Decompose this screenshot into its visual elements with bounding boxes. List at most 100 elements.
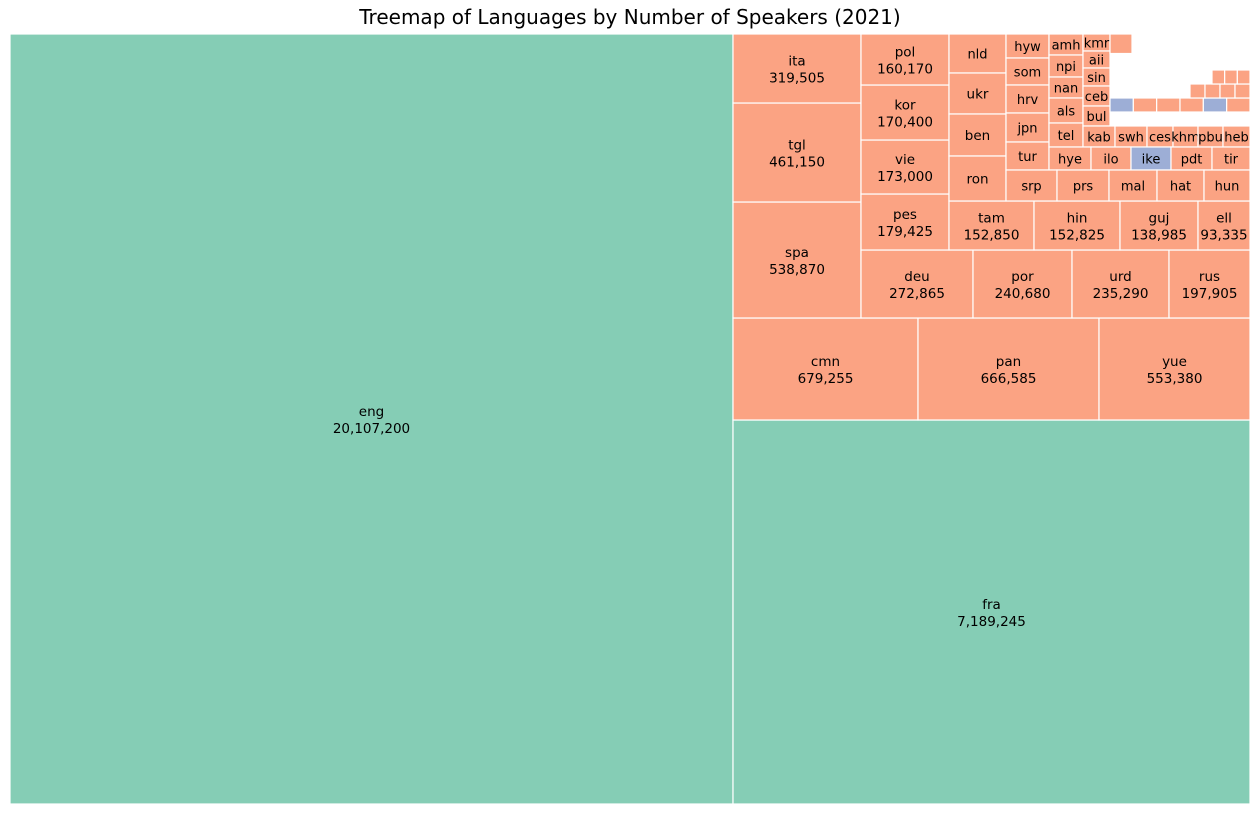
cell-label-rus: rus <box>1199 269 1220 285</box>
treemap-cell-pan <box>917 317 1100 421</box>
cell-value-eng: 20,107,200 <box>333 421 410 437</box>
treemap-cell-urd <box>1071 249 1170 319</box>
cell-value-yue: 553,380 <box>1147 371 1203 387</box>
cell-label-pdt: pdt <box>1181 153 1203 168</box>
cell-label-deu: deu <box>904 269 929 285</box>
treemap-cell-ita <box>732 33 862 104</box>
cell-value-ita: 319,505 <box>769 71 825 87</box>
treemap-cell-small <box>1109 33 1133 55</box>
cell-label-amh: amh <box>1052 39 1081 54</box>
cell-label-npi: npi <box>1056 60 1076 75</box>
cell-label-ron: ron <box>966 172 988 188</box>
cell-label-pes: pes <box>893 207 917 223</box>
cell-value-pol: 160,170 <box>877 62 933 78</box>
cell-label-tam: tam <box>978 211 1005 227</box>
treemap-cell-mal <box>1108 169 1158 202</box>
cell-label-urd: urd <box>1109 269 1131 285</box>
cell-label-eng: eng <box>359 404 384 420</box>
cell-label-ces: ces <box>1149 131 1171 146</box>
treemap-cell-small <box>1189 83 1206 99</box>
cell-label-pbu: pbu <box>1198 131 1223 146</box>
cell-value-ell: 93,335 <box>1200 228 1247 244</box>
treemap-cell-hin <box>1033 200 1121 251</box>
cell-label-khm: khm <box>1171 131 1199 146</box>
treemap-cell-hun <box>1203 169 1251 202</box>
cell-label-prs: prs <box>1073 180 1094 195</box>
cell-label-tur: tur <box>1018 150 1037 165</box>
cell-label-bul: bul <box>1086 110 1106 125</box>
treemap-cell-small <box>1132 97 1158 113</box>
cell-label-nan: nan <box>1054 82 1078 97</box>
cell-label-hrv: hrv <box>1017 93 1039 108</box>
cell-label-sin: sin <box>1087 71 1106 86</box>
treemap-cell-ron <box>948 155 1007 202</box>
treemap-cell-nld <box>948 33 1007 74</box>
cell-label-som: som <box>1014 66 1041 81</box>
cell-label-hyw: hyw <box>1014 40 1041 55</box>
cell-label-cmn: cmn <box>811 354 840 370</box>
cell-label-hun: hun <box>1215 180 1240 195</box>
treemap-cell-small <box>1236 69 1251 85</box>
cell-label-ceb: ceb <box>1085 90 1108 105</box>
cell-label-nld: nld <box>967 48 987 63</box>
treemap-cell-prs <box>1056 169 1110 202</box>
cell-label-aii: aii <box>1089 54 1104 69</box>
treemap-cell-som <box>1005 57 1050 86</box>
treemap-cell-small <box>1219 83 1236 99</box>
treemap-cell-guj <box>1119 200 1199 251</box>
cell-label-mal: mal <box>1121 180 1145 195</box>
cell-value-pan: 666,585 <box>981 371 1037 387</box>
cell-label-ita: ita <box>788 54 805 70</box>
cell-label-pol: pol <box>895 45 916 61</box>
cell-label-vie: vie <box>895 152 915 168</box>
cell-value-guj: 138,985 <box>1131 228 1187 244</box>
treemap-cell-small <box>1211 69 1226 85</box>
cell-label-pan: pan <box>996 354 1021 370</box>
cell-label-guj: guj <box>1149 211 1170 227</box>
cell-label-spa: spa <box>785 245 809 261</box>
treemap-cell-ukr <box>948 72 1007 115</box>
cell-value-deu: 272,865 <box>889 286 945 302</box>
treemap-cell-vie <box>860 139 950 195</box>
cell-value-spa: 538,870 <box>769 262 825 278</box>
treemap-cell-eng <box>9 33 734 805</box>
treemap-cell-small <box>1226 97 1251 113</box>
cell-label-swh: swh <box>1118 131 1144 146</box>
cell-label-fra: fra <box>982 597 1001 613</box>
treemap-cell-small <box>1109 97 1134 113</box>
cell-label-kor: kor <box>894 98 916 114</box>
cell-value-fra: 7,189,245 <box>957 614 1026 630</box>
treemap-cell-spa <box>732 201 862 319</box>
cell-label-hye: hye <box>1058 153 1082 168</box>
treemap-cell-kor <box>860 84 950 141</box>
cell-label-yue: yue <box>1162 354 1187 370</box>
treemap-cell-pol <box>860 33 950 86</box>
cell-label-por: por <box>1011 269 1034 285</box>
treemap-cell-deu <box>860 249 974 319</box>
treemap-cell-rus <box>1168 249 1251 319</box>
cell-label-kmr: kmr <box>1084 37 1110 52</box>
cell-value-cmn: 679,255 <box>798 371 854 387</box>
cell-value-urd: 235,290 <box>1093 286 1149 302</box>
cell-label-als: als <box>1057 105 1076 120</box>
cell-value-tgl: 461,150 <box>769 155 825 171</box>
cell-value-hin: 152,825 <box>1049 228 1105 244</box>
cell-label-hin: hin <box>1067 211 1088 227</box>
cell-value-rus: 197,905 <box>1182 286 1238 302</box>
treemap-cell-tam <box>948 200 1035 251</box>
treemap-cell-ell <box>1197 200 1251 251</box>
cell-label-hat: hat <box>1170 180 1191 195</box>
treemap-cell-ben <box>948 113 1007 157</box>
treemap-cell-hat <box>1156 169 1205 202</box>
cell-value-vie: 173,000 <box>877 169 933 185</box>
cell-label-kab: kab <box>1087 131 1111 146</box>
treemap-cell-cmn <box>732 317 919 421</box>
cell-value-pes: 179,425 <box>877 224 933 240</box>
treemap-cell-small <box>1202 97 1228 113</box>
cell-label-tel: tel <box>1058 129 1075 144</box>
treemap-cell-small <box>1234 83 1251 99</box>
treemap-cell-hyw <box>1005 33 1050 59</box>
cell-label-ilo: ilo <box>1103 153 1118 168</box>
treemap-cell-pes <box>860 193 950 251</box>
cell-label-heb: heb <box>1224 131 1249 146</box>
